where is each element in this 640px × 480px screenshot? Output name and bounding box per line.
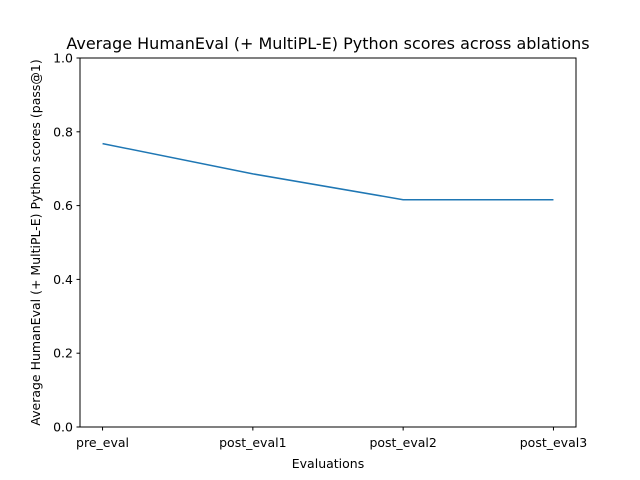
plot-series [102, 142, 554, 201]
y-tick-label: 1.0 [53, 51, 73, 66]
x-tick-label: post_eval1 [219, 435, 286, 450]
y-tick-label: 0.2 [53, 346, 73, 361]
x-axis: pre_eval post_eval1 post_eval2 post_eval3 [76, 427, 587, 450]
y-tick-label: 0.6 [53, 198, 73, 213]
series-line [102, 142, 554, 201]
plot-frame [79, 57, 577, 428]
x-axis-label: Evaluations [292, 456, 364, 471]
y-tick-label: 0.0 [53, 420, 73, 435]
x-tick-label: post_eval2 [369, 435, 436, 450]
x-tick-label: post_eval3 [520, 435, 587, 450]
y-axis: 0.0 0.2 0.4 0.6 0.8 1.0 [53, 51, 80, 435]
x-tick-label: pre_eval [76, 435, 129, 450]
y-tick-label: 0.8 [53, 124, 73, 139]
y-tick-label: 0.4 [53, 272, 73, 287]
chart-title: Average HumanEval (+ MultiPL-E) Python s… [66, 34, 589, 53]
y-axis-label: Average HumanEval (+ MultiPL-E) Python s… [28, 59, 43, 425]
